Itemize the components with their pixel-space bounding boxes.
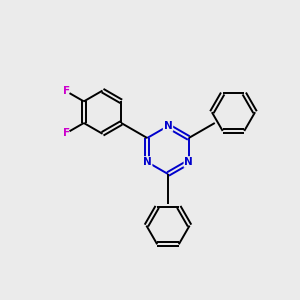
Text: N: N (143, 157, 152, 167)
Text: N: N (164, 121, 172, 131)
Text: F: F (63, 86, 70, 96)
Text: F: F (63, 128, 70, 138)
Text: N: N (184, 157, 193, 167)
